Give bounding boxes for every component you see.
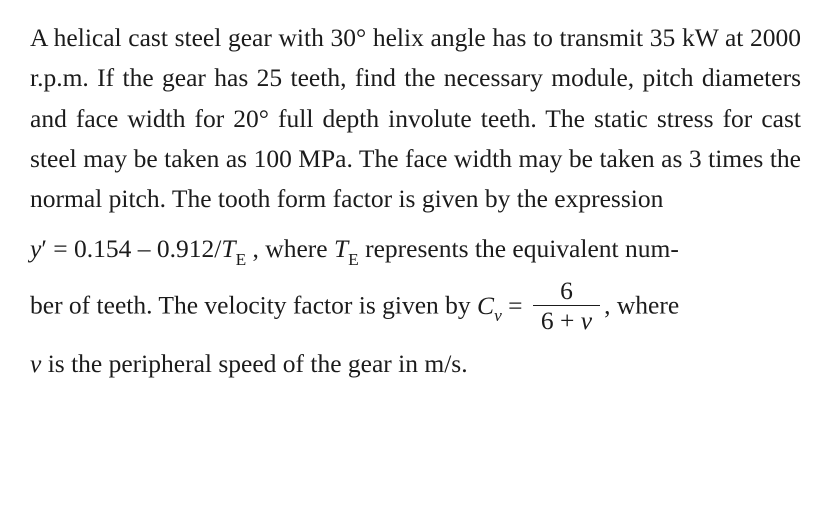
var-TE: TE (334, 234, 359, 263)
text: , where (253, 234, 334, 263)
var-y: y (30, 234, 41, 263)
text: MPa. The face width may be taken as (292, 144, 689, 173)
facewidth-mult: 3 (689, 144, 702, 173)
den-const: 6 + (541, 306, 581, 335)
numerator: 6 (533, 276, 600, 306)
var-C: C (477, 291, 494, 320)
denominator: 6 + v (533, 306, 600, 335)
power-value: 35 (650, 23, 676, 52)
sub-E: E (236, 250, 247, 269)
velocity-factor-equation: Cv = 66 + v (477, 291, 604, 320)
var-v: v (30, 349, 41, 378)
fraction: 66 + v (533, 276, 600, 336)
tooth-form-factor-equation: y′ = 0.154 – 0.912/TE (30, 234, 253, 263)
equals: = (47, 234, 74, 263)
teeth-value: 25 (257, 63, 283, 92)
closing-line: v is the peripheral speed of the gear in… (30, 344, 801, 384)
text: where (611, 291, 680, 320)
text: is the peripheral speed of the gear in m… (41, 349, 467, 378)
const-2: 0.912 (157, 234, 214, 263)
text: kW at (682, 23, 750, 52)
var-T: T (334, 234, 348, 263)
equals: = (502, 291, 529, 320)
problem-text-block: A helical cast steel gear with 30° helix… (0, 0, 827, 507)
text: helix angle has to transmit (366, 23, 650, 52)
var-T: T (221, 234, 235, 263)
helix-angle: 30° (331, 23, 367, 52)
minus: – (131, 234, 157, 263)
sub-v: v (494, 306, 502, 325)
stress-value: 100 (254, 144, 292, 173)
text: ber of teeth. The velocity factor is giv… (30, 291, 477, 320)
rpm-value: 2000 (750, 23, 801, 52)
text: represents the equivalent num- (359, 234, 679, 263)
text: A helical cast steel gear with (30, 23, 331, 52)
sub-E: E (348, 250, 359, 269)
equation-line-2: ber of teeth. The velocity factor is giv… (30, 278, 801, 338)
var-v: v (581, 306, 592, 335)
equation-line-1: y′ = 0.154 – 0.912/TE , where TE represe… (30, 229, 801, 271)
paragraph: A helical cast steel gear with 30° helix… (30, 18, 801, 219)
text: r.p.m. If the gear has (30, 63, 257, 92)
const-1: 0.154 (74, 234, 131, 263)
pressure-angle: 20° (233, 104, 269, 133)
